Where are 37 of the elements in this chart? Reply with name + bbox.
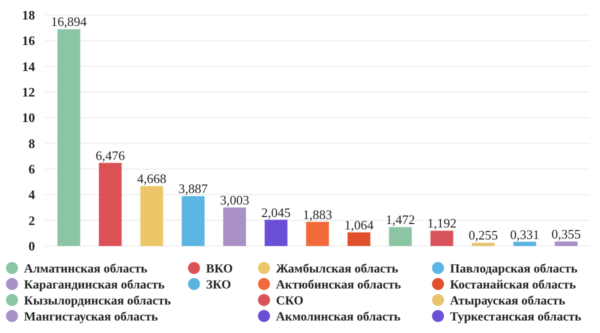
legend-label: Туркестанская область bbox=[450, 310, 582, 324]
data-label: 1,883 bbox=[302, 206, 332, 222]
legend-label: Мангистауская область bbox=[24, 310, 158, 324]
y-tick-label: 6 bbox=[28, 162, 36, 177]
y-tick-label: 4 bbox=[28, 187, 36, 202]
data-label: 2,045 bbox=[261, 204, 291, 220]
data-label: 4,668 bbox=[137, 171, 166, 186]
data-label: 6,476 bbox=[96, 148, 126, 163]
legend-label: Алматинская область bbox=[24, 262, 148, 276]
legend-label: СКО bbox=[276, 294, 304, 308]
data-label: 1,064 bbox=[344, 217, 374, 232]
legend-label: Павлодарская область bbox=[450, 262, 578, 276]
y-tick-label: 2 bbox=[28, 212, 35, 228]
data-label: 3,887 bbox=[178, 181, 208, 196]
legend-label: ЗКО bbox=[206, 278, 232, 292]
legend-label: Карагандинская область bbox=[24, 278, 166, 292]
y-tick-label: 16 bbox=[22, 33, 36, 48]
data-label: 1,192 bbox=[427, 216, 456, 231]
data-label: 0,355 bbox=[552, 226, 581, 242]
legend-label: Акмолинская область bbox=[276, 310, 401, 324]
legend-label: ВКО bbox=[206, 262, 234, 276]
legend-label: Атырауская область bbox=[450, 294, 566, 308]
data-label: 1,472 bbox=[386, 212, 416, 228]
y-tick-label: 8 bbox=[28, 136, 36, 151]
data-label: 0,331 bbox=[510, 226, 540, 242]
data-label: 3,003 bbox=[220, 192, 250, 208]
legend-label: Актюбинская область bbox=[276, 278, 402, 292]
y-tick-label: 10 bbox=[22, 110, 35, 126]
data-label: 0,255 bbox=[468, 228, 498, 243]
y-tick-label: 12 bbox=[22, 84, 35, 100]
legend-label: Кызылординская область bbox=[24, 294, 172, 308]
legend-label: Жамбылская область bbox=[276, 262, 399, 276]
y-tick-label: 18 bbox=[22, 8, 36, 23]
y-tick-label: 0 bbox=[28, 238, 35, 254]
y-tick-label: 14 bbox=[22, 58, 36, 74]
legend-label: Костанайская область bbox=[450, 278, 576, 292]
data-label: 16,894 bbox=[50, 14, 88, 30]
